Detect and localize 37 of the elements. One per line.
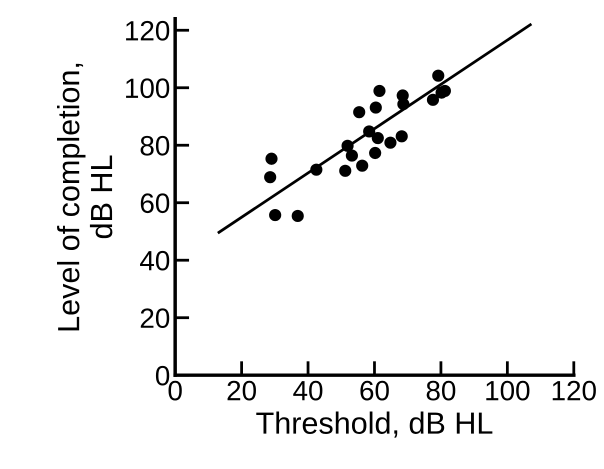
point [292,210,304,222]
x-tick-label: 100 [486,380,530,400]
y-tick-label: 100 [126,78,170,98]
y-axis-title: Level of completion, dB HL [57,64,112,330]
point [346,150,358,162]
y-tick-label: 0 [156,366,170,386]
point [384,136,396,149]
point [269,209,282,222]
y-tick-label: 20 [140,308,170,328]
x-tick-label: 120 [552,380,596,400]
point [370,102,382,114]
x-tick-label: 60 [360,380,389,400]
point [353,106,366,118]
x-tick-label: 20 [228,380,256,400]
point [426,94,440,106]
y-tick-label: 40 [140,250,170,271]
point [310,164,322,176]
point [363,125,376,138]
y-tick-label: 80 [140,136,170,156]
y-tick-label: 120 [126,20,170,41]
point [339,164,352,177]
point [342,140,354,152]
point [264,171,276,184]
x-axis-title: Threshold, dB HL [256,412,492,438]
point [369,146,382,160]
point [356,160,368,172]
point [396,130,408,142]
x-tick-label: 40 [293,380,322,400]
point [265,152,278,165]
point [438,84,451,97]
point [432,70,444,82]
point [372,132,384,144]
x-tick-label: 0 [168,380,182,400]
y-tick-label: 60 [140,193,170,214]
x-tick-label: 80 [426,380,456,400]
point [373,84,386,97]
point [397,98,410,110]
